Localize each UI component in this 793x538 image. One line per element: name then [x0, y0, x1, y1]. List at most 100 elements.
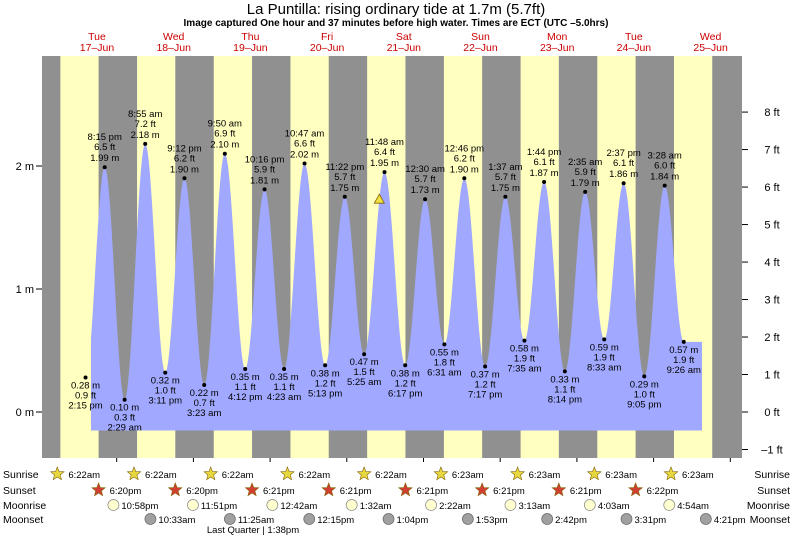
tide-point: [222, 151, 227, 156]
sunrise-icon: [663, 466, 679, 481]
high-ft-label: 5.9 ft: [575, 167, 596, 178]
tide-point: [602, 337, 607, 342]
low-ft-label: 1.8 ft: [434, 357, 455, 368]
high-m-label: 1.90 m: [170, 164, 199, 175]
tide-area: [91, 143, 702, 431]
moonset-time: 3:31pm: [634, 515, 666, 526]
low-time-label: 3:11 pm: [148, 396, 182, 407]
low-m-label: 0.32 m: [151, 376, 180, 387]
right-axis-tick-label: 2 ft: [764, 332, 779, 344]
high-time-label: 2:35 am: [568, 157, 602, 168]
sunrise-icon: [433, 466, 449, 481]
tide-point: [323, 363, 328, 368]
high-time-label: 1:37 am: [488, 162, 522, 173]
row-label-right-sunrise: Sunrise: [754, 469, 790, 481]
sunset-time: 6:21pm: [340, 486, 372, 497]
low-ft-label: 1.1 ft: [554, 384, 575, 395]
sunrise-icon: [356, 466, 372, 481]
tide-point: [83, 375, 88, 380]
moonrise-icon: [504, 499, 517, 511]
low-time-label: 2:29 am: [107, 423, 141, 434]
high-ft-label: 6.6 ft: [294, 139, 315, 150]
sunset-icon: [321, 482, 337, 497]
row-label-right-sunset: Sunset: [757, 485, 790, 497]
tide-point: [102, 165, 107, 170]
low-m-label: 0.37 m: [471, 369, 500, 380]
tide-point: [262, 187, 267, 192]
day-date: 25–Jun: [693, 42, 728, 54]
tide-point: [382, 170, 387, 175]
sunrise-time: 6:22am: [375, 470, 407, 481]
right-axis-tick-label: 1 ft: [764, 370, 779, 382]
low-ft-label: 1.1 ft: [274, 382, 295, 393]
low-time-label: 5:25 am: [347, 377, 381, 388]
high-time-label: 12:30 am: [405, 164, 445, 175]
moon-phase-note: Last Quarter | 1:38pm: [207, 525, 299, 536]
high-ft-label: 5.7 ft: [334, 172, 355, 183]
moonset-icon: [303, 513, 316, 525]
moonset-icon: [541, 513, 554, 525]
low-time-label: 8:14 pm: [548, 394, 582, 405]
moonset-icon: [382, 513, 395, 525]
day-date: 23–Jun: [540, 42, 575, 54]
row-label-left-sunrise: Sunrise: [3, 469, 39, 481]
row-label-right-moonrise: Moonrise: [747, 500, 790, 512]
row-label-left-moonrise: Moonrise: [3, 500, 46, 512]
right-axis-tick-label: 6 ft: [764, 182, 779, 194]
sunset-icon: [244, 482, 260, 497]
high-time-label: 1:44 pm: [527, 147, 561, 158]
high-time-label: 9:50 am: [208, 119, 242, 130]
sunset-time: 6:21pm: [570, 486, 602, 497]
row-label-right-moonset: Moonset: [750, 514, 790, 526]
low-m-label: 0.58 m: [510, 344, 539, 355]
low-m-label: 0.10 m: [110, 403, 139, 414]
sunset-time: 6:21pm: [416, 486, 448, 497]
tide-point: [662, 183, 667, 188]
tide-point: [403, 363, 408, 368]
moonrise-icon: [663, 499, 676, 511]
right-axis-tick-label: 7 ft: [764, 145, 779, 157]
tide-point: [302, 161, 307, 166]
tide-point: [163, 370, 168, 375]
sunset-icon: [474, 482, 490, 497]
sunset-icon: [397, 482, 413, 497]
moonrise-time: 4:54am: [677, 501, 709, 512]
low-m-label: 0.47 m: [350, 357, 379, 368]
moonset-time: 2:42pm: [555, 515, 587, 526]
low-m-label: 0.57 m: [669, 345, 698, 356]
high-ft-label: 5.7 ft: [495, 172, 516, 183]
high-m-label: 2.02 m: [290, 150, 319, 161]
moonrise-icon: [345, 499, 358, 511]
low-ft-label: 1.0 ft: [634, 389, 655, 400]
left-axis-tick-label: 2 m: [16, 161, 34, 173]
high-ft-label: 6.5 ft: [94, 142, 115, 153]
moonset-time: 1:04pm: [397, 515, 429, 526]
moonrise-icon: [187, 499, 199, 511]
tide-labels: 0.28 m0.9 ft2:15 pm 8:15 pm6.5 ft1.99 m 0.…: [68, 109, 701, 434]
high-m-label: 1.86 m: [609, 169, 638, 180]
high-m-label: 1.99 m: [90, 153, 119, 164]
high-time-label: 11:22 pm: [325, 162, 364, 173]
sunset-icon: [628, 482, 644, 497]
moonset-icon: [700, 513, 712, 525]
row-label-left-moonset: Moonset: [3, 514, 43, 526]
high-ft-label: 6.2 ft: [454, 153, 475, 164]
sunset-time: 6:21pm: [263, 486, 295, 497]
low-ft-label: 1.9 ft: [673, 355, 694, 366]
right-axis-tick-label: 0 ft: [764, 407, 779, 419]
tide-point: [621, 181, 626, 186]
low-time-label: 7:35 am: [507, 364, 541, 375]
sunrise-icon: [586, 466, 602, 481]
day-name: Wed: [700, 31, 722, 43]
low-time-label: 3:23 am: [187, 408, 221, 419]
sunset-time: 6:20pm: [110, 486, 142, 497]
right-axis-tick-label: 5 ft: [764, 220, 779, 232]
high-m-label: 1.90 m: [450, 164, 479, 175]
moonrise-icon: [425, 499, 437, 511]
sunrise-time: 6:22am: [222, 470, 254, 481]
chart-title: La Puntilla: rising ordinary tide at 1.7…: [247, 1, 545, 18]
tide-point: [681, 339, 686, 344]
low-ft-label: 1.1 ft: [235, 382, 256, 393]
low-m-label: 0.35 m: [270, 372, 299, 383]
high-m-label: 1.95 m: [370, 158, 399, 169]
